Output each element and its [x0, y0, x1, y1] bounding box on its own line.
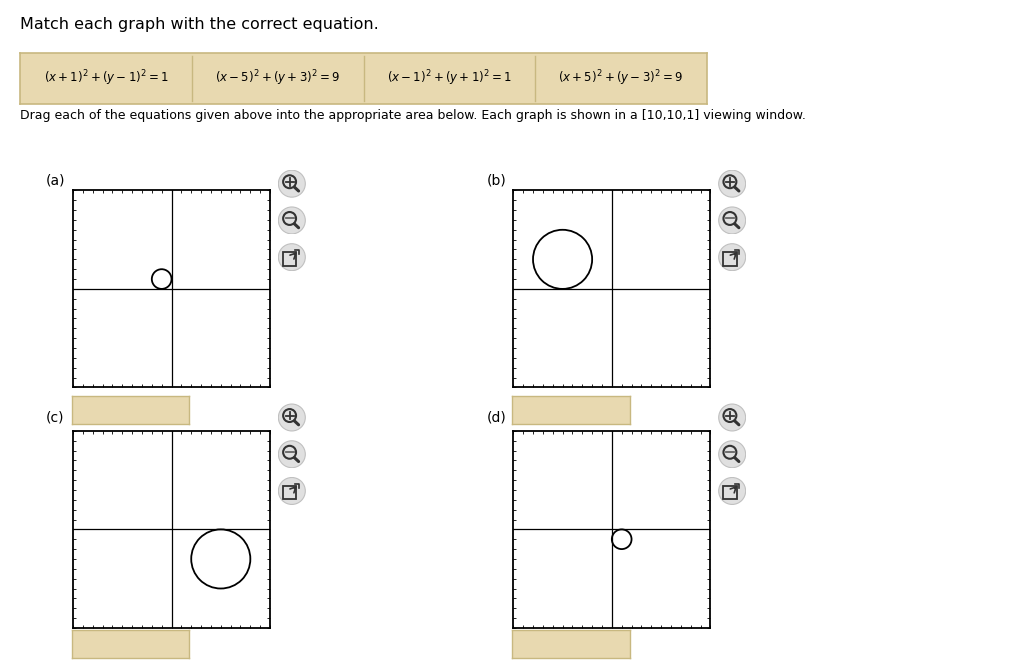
Text: $(x+1)^2+(y-1)^2=1$: $(x+1)^2+(y-1)^2=1$ — [44, 69, 169, 88]
Circle shape — [719, 441, 745, 468]
Circle shape — [719, 207, 745, 234]
Text: (c): (c) — [46, 411, 65, 425]
Text: $(x-1)^2+(y+1)^2=1$: $(x-1)^2+(y+1)^2=1$ — [387, 69, 512, 88]
Text: (b): (b) — [486, 174, 506, 188]
Circle shape — [719, 404, 745, 431]
Circle shape — [279, 404, 305, 431]
Circle shape — [279, 478, 305, 504]
Text: (a): (a) — [46, 174, 66, 188]
Text: (d): (d) — [486, 411, 506, 425]
Text: $(x-5)^2+(y+3)^2=9$: $(x-5)^2+(y+3)^2=9$ — [215, 69, 340, 88]
Text: $(x+5)^2+(y-3)^2=9$: $(x+5)^2+(y-3)^2=9$ — [558, 69, 683, 88]
Circle shape — [279, 244, 305, 271]
Text: Drag each of the equations given above into the appropriate area below. Each gra: Drag each of the equations given above i… — [20, 109, 806, 122]
Text: Match each graph with the correct equation.: Match each graph with the correct equati… — [20, 17, 379, 31]
Circle shape — [279, 170, 305, 197]
Circle shape — [719, 244, 745, 271]
Circle shape — [719, 478, 745, 504]
Circle shape — [719, 170, 745, 197]
Circle shape — [279, 207, 305, 234]
Circle shape — [279, 441, 305, 468]
